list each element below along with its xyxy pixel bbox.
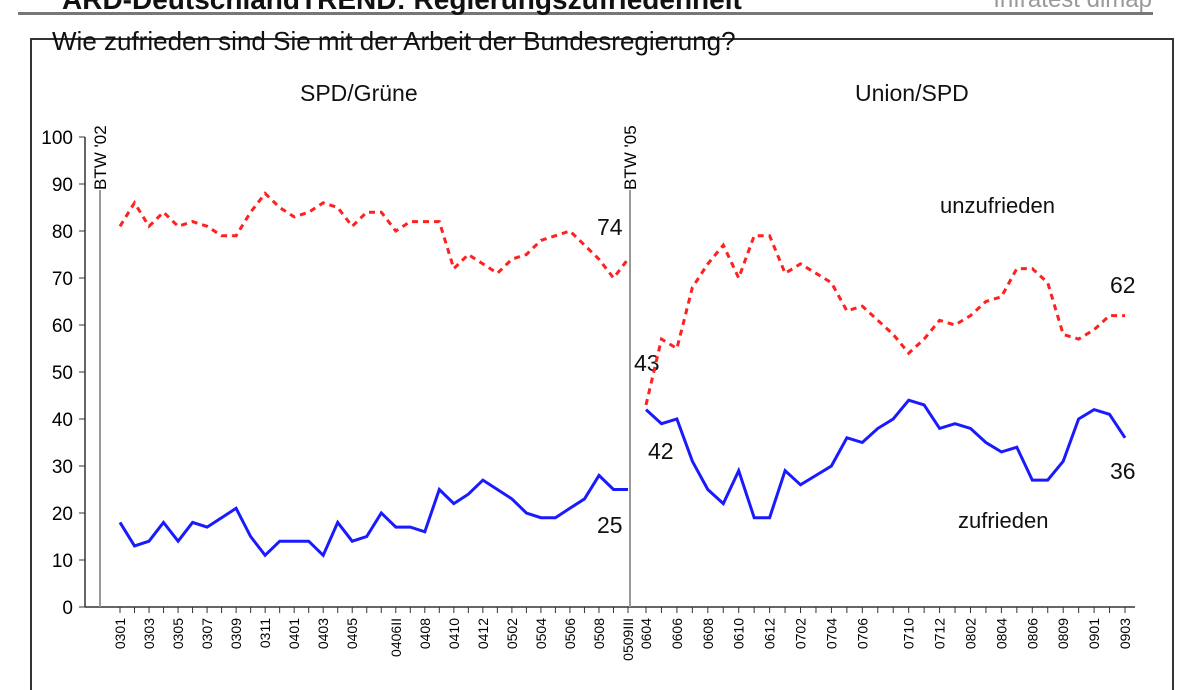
- y-tick-label: 20: [52, 504, 73, 525]
- x-tick-label: 0408: [417, 618, 433, 649]
- legend-unzufrieden: unzufrieden: [940, 193, 1055, 218]
- x-tick-label: 0903: [1117, 618, 1133, 649]
- panel-title-left: SPD/Grüne: [300, 80, 418, 106]
- series-line-zufrieden: [118, 473, 628, 558]
- header-title: ARD-DeutschlandTREND: Regierungszufriede…: [62, 0, 742, 16]
- x-tick-label: 0405: [344, 618, 360, 649]
- chart-frame: [30, 38, 1174, 690]
- x-tick-label: 0704: [823, 618, 839, 649]
- x-tick-label: 0702: [793, 618, 809, 649]
- x-tick-label: 0509III: [620, 618, 636, 661]
- x-tick-label: 0504: [533, 618, 549, 649]
- y-tick-label: 100: [41, 128, 73, 149]
- x-tick-label: 0410: [446, 618, 462, 649]
- election-marker-label: BTW '05: [621, 125, 640, 190]
- x-tick-label: 0401: [286, 618, 302, 649]
- x-tick-label: 0303: [141, 618, 157, 649]
- y-tick-label: 70: [52, 269, 73, 290]
- x-tick-label: 0508: [591, 618, 607, 649]
- x-tick-label: 0804: [993, 618, 1009, 649]
- end-label-left-red: 74: [597, 214, 623, 240]
- x-tick-label: 0307: [199, 618, 215, 649]
- series-line-unzufrieden: [644, 234, 1125, 406]
- x-tick-label: 0710: [901, 618, 917, 649]
- x-tick-label: 0706: [854, 618, 870, 649]
- x-tick-label: 0612: [762, 618, 778, 649]
- x-tick-label: 0712: [932, 618, 948, 649]
- legend-zufrieden: zufrieden: [958, 508, 1049, 533]
- y-tick-label: 10: [52, 551, 73, 572]
- header-rule: [18, 12, 1153, 15]
- y-tick-label: 60: [52, 316, 73, 337]
- x-tick-label: 0301: [112, 618, 128, 649]
- x-tick-label: 0802: [962, 618, 978, 649]
- end-label-right-red: 62: [1110, 272, 1136, 298]
- x-tick-label: 0901: [1086, 618, 1102, 649]
- series-line-zufrieden: [644, 398, 1127, 520]
- y-tick-label: 0: [62, 598, 73, 619]
- chart-title: Wie zufrieden sind Sie mit der Arbeit de…: [52, 26, 736, 56]
- election-marker-label: BTW '02: [91, 125, 110, 190]
- x-tick-label: 0412: [475, 618, 491, 649]
- x-tick-label: 0610: [731, 618, 747, 649]
- series-line-unzufrieden: [118, 191, 630, 281]
- y-tick-label: 30: [52, 457, 73, 478]
- x-tick-label: 0305: [170, 618, 186, 649]
- x-tick-label: 0502: [504, 618, 520, 649]
- panel-title-right: Union/SPD: [855, 80, 969, 106]
- x-tick-label: 0606: [669, 618, 685, 649]
- header-source: Infratest dimap: [993, 0, 1152, 14]
- x-tick-label: 0403: [315, 618, 331, 649]
- x-tick-label: 0506: [562, 618, 578, 649]
- x-tick-label: 0406II: [388, 618, 404, 657]
- x-tick-label: 0309: [228, 618, 244, 649]
- x-tick-label: 0806: [1024, 618, 1040, 649]
- x-tick-label: 0311: [257, 618, 273, 648]
- plot-area: 0 10 20 30 40 50 60 70 80 90 100 BTW '02 0301 0303 030…: [41, 125, 1135, 661]
- x-tick-label: 0809: [1055, 618, 1071, 649]
- x-tick-label: 0608: [700, 618, 716, 649]
- x-tick-label: 0604: [638, 618, 654, 649]
- end-label-right-blue: 36: [1110, 458, 1136, 484]
- y-tick-label: 90: [52, 175, 73, 196]
- start-label-right-blue: 42: [648, 438, 674, 464]
- y-tick-label: 40: [52, 410, 73, 431]
- y-tick-label: 50: [52, 363, 73, 384]
- end-label-left-blue: 25: [597, 512, 623, 538]
- y-tick-label: 80: [52, 222, 73, 243]
